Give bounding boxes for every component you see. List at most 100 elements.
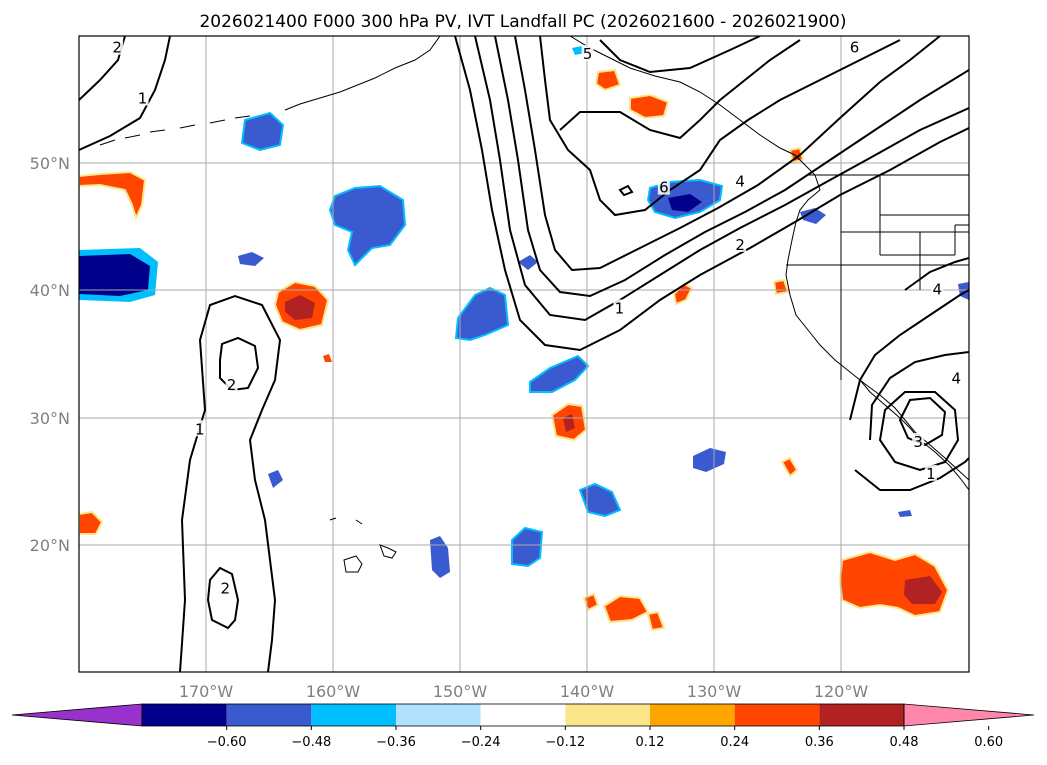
pv-anomaly-negative-38n-147w bbox=[454, 286, 510, 342]
contour-trough-5 bbox=[539, 36, 901, 217]
contour-label-bg bbox=[136, 89, 149, 106]
lon-tick-label: 140°W bbox=[560, 682, 615, 701]
colorbar-tick-label: −0.24 bbox=[461, 735, 501, 750]
lat-tick-labels: 50°N 40°N 30°N 20°N bbox=[30, 154, 70, 555]
contour-label: 1 bbox=[195, 420, 205, 438]
contour-label: 6 bbox=[850, 39, 860, 57]
contour-label-bg bbox=[657, 178, 670, 195]
contour-label-bg bbox=[613, 299, 626, 316]
contour-wave-left-1 bbox=[179, 294, 282, 672]
pv-anomaly-positive-48n-175w bbox=[79, 170, 147, 221]
colorbar-tick-label: 0.24 bbox=[720, 735, 749, 750]
contour-label-bg bbox=[848, 38, 861, 55]
pv-anomaly-negative-43n-166w bbox=[238, 252, 264, 266]
contour-label-bg bbox=[950, 369, 963, 386]
contour-label: 2 bbox=[112, 39, 122, 57]
colorbar-swatch bbox=[480, 704, 566, 726]
contour-label-bg bbox=[924, 464, 937, 481]
colorbar-tick-label: 0.60 bbox=[974, 735, 1003, 750]
lon-tick-label: 170°W bbox=[179, 682, 234, 701]
contour-wave-left-3 bbox=[206, 566, 240, 630]
contour-label-bg bbox=[219, 579, 232, 596]
colorbar-tick-label: −0.36 bbox=[376, 735, 416, 750]
lon-tick-label: 120°W bbox=[814, 682, 869, 701]
colorbar-tick-label: −0.48 bbox=[291, 735, 331, 750]
pv-anomaly-positive-49n-124w bbox=[788, 146, 805, 164]
pv-negative-anomalies bbox=[79, 46, 969, 578]
colorbar-swatch bbox=[396, 704, 481, 726]
contour-label: 3 bbox=[913, 433, 923, 451]
colorbar-tick-label: 0.12 bbox=[636, 735, 665, 750]
colorbar-swatch bbox=[819, 704, 904, 726]
contour-label-bg bbox=[931, 280, 944, 297]
pv-anomaly-positive-55n-135w bbox=[629, 93, 670, 120]
lon-tick-label: 150°W bbox=[433, 682, 488, 701]
colorbar-extend-high bbox=[903, 703, 1035, 727]
pv-anomaly-positive-35n-160w bbox=[323, 354, 332, 362]
contour-bump-ne-1 bbox=[904, 257, 969, 291]
lat-tick-label: 50°N bbox=[30, 154, 70, 173]
pv-anomaly-positive-13n-136w bbox=[646, 610, 666, 632]
colorbar-extend-low bbox=[11, 703, 143, 727]
contour-label-bg bbox=[581, 45, 594, 62]
colorbar-swatch bbox=[650, 704, 735, 726]
pv-anomaly-negative-33n-144w bbox=[529, 354, 590, 393]
contour-wave-left-2 bbox=[219, 336, 260, 392]
contour-label: 2 bbox=[220, 579, 230, 597]
colorbar-tick-label: −0.60 bbox=[207, 735, 247, 750]
contour-trough-2 bbox=[474, 36, 969, 322]
map-frame bbox=[78, 35, 970, 673]
alaska-coast bbox=[284, 36, 796, 156]
pv-anomaly-negative-42n-144w bbox=[518, 255, 538, 270]
canada-coast bbox=[785, 154, 969, 481]
contour-bump-sw-1 bbox=[849, 289, 969, 421]
contour-bump-sw-2 bbox=[854, 457, 969, 491]
gridlines bbox=[79, 36, 969, 672]
lon-tick-label: 130°W bbox=[687, 682, 742, 701]
contour-label-bg bbox=[111, 38, 124, 55]
pv-anomaly-positive-58n-137w bbox=[594, 68, 622, 92]
colorbar-swatch bbox=[734, 704, 820, 726]
contour-bump-sw-5 bbox=[898, 396, 947, 447]
contour-label: 5 bbox=[583, 45, 593, 63]
pv-anomaly-negative-48n-160w bbox=[328, 184, 407, 267]
contour-label: 1 bbox=[926, 465, 936, 483]
contour-trough-1 bbox=[454, 36, 969, 352]
contour-label: 2 bbox=[735, 236, 745, 254]
pv-anomaly-negative-26n-130w bbox=[693, 448, 726, 472]
pv-anomaly-negative-25n-165w bbox=[268, 470, 283, 488]
contour-label-bg bbox=[734, 235, 747, 252]
pv-anomaly-negative-47n-132w-core bbox=[668, 194, 702, 212]
colorbar-frame bbox=[141, 703, 905, 727]
pv-anomaly-negative-23n-140w bbox=[578, 482, 622, 518]
hawaiian-islands bbox=[329, 517, 397, 573]
pv-anomaly-negative-46n-123w bbox=[800, 208, 826, 224]
contour-label-bg bbox=[225, 375, 238, 392]
contour-label-bg bbox=[912, 433, 925, 450]
pv-anomaly-positive-17n-118w-core bbox=[904, 576, 942, 604]
contour-label: 4 bbox=[932, 280, 942, 298]
contour-gyre-ne bbox=[559, 36, 801, 140]
colorbar-swatch bbox=[226, 704, 312, 726]
colorbar-tick-label: 0.36 bbox=[805, 735, 834, 750]
contour-trough-4 bbox=[514, 36, 941, 272]
lon-tick-labels: 170°W 160°W 150°W 140°W 130°W 120°W bbox=[179, 682, 869, 701]
state-borders bbox=[786, 175, 969, 380]
pv-anomaly-negative-22n-115w bbox=[898, 510, 912, 517]
contour-label: 4 bbox=[735, 172, 745, 190]
pv-anomaly-positive-26n-125w bbox=[780, 456, 799, 478]
pv-anomaly-negative-18n-151w bbox=[430, 536, 450, 578]
colorbar: −0.60 −0.48 −0.36 −0.24 −0.12 0.12 0.24 0.36 0.4… bbox=[11, 703, 1035, 750]
colorbar-swatch bbox=[142, 704, 227, 726]
contour-label: 1 bbox=[138, 90, 148, 108]
contour-label: 4 bbox=[952, 369, 962, 387]
pv-anomaly-positive-39n-161w-core bbox=[285, 295, 315, 320]
lat-tick-label: 20°N bbox=[30, 536, 70, 555]
contour-label: 6 bbox=[659, 179, 669, 197]
lat-tick-label: 40°N bbox=[30, 281, 70, 300]
contour-bump-sw-3 bbox=[869, 351, 969, 441]
colorbar-swatch bbox=[565, 704, 650, 726]
